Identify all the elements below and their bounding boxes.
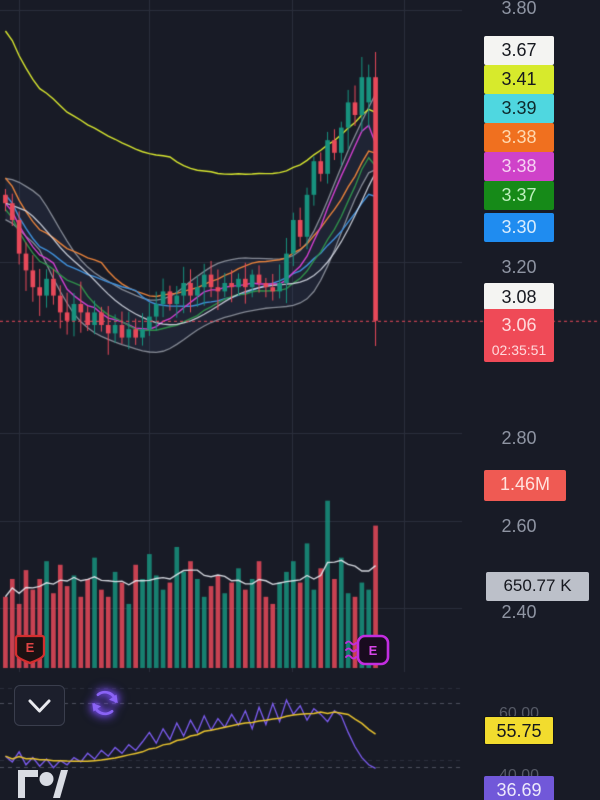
- svg-text:E: E: [369, 643, 378, 658]
- svg-text:E: E: [26, 640, 35, 655]
